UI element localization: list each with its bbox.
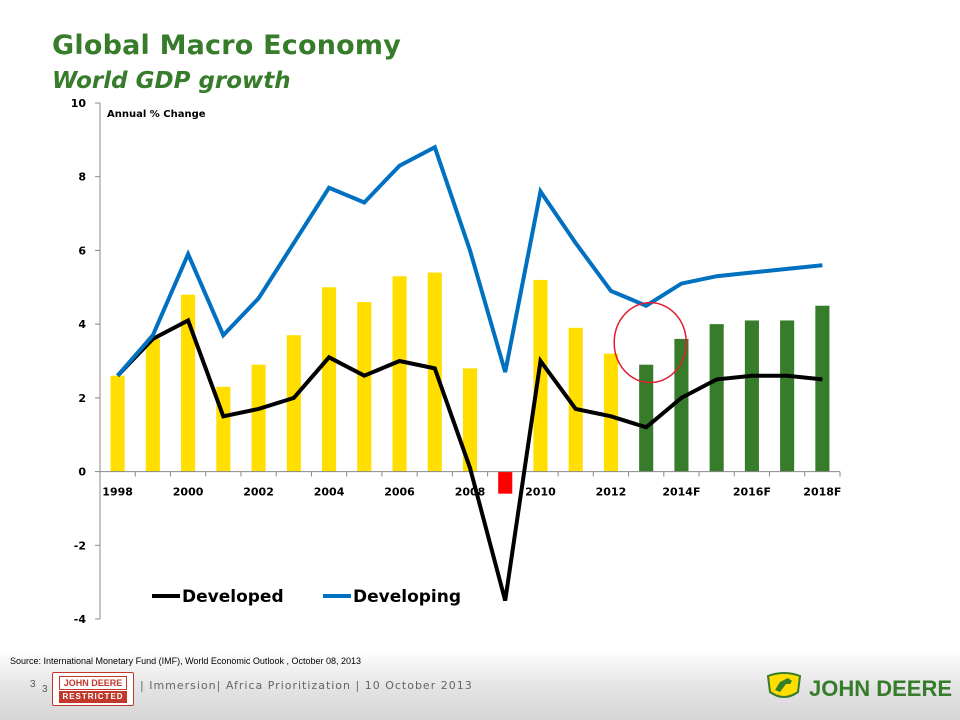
x-tick-label: 2004 xyxy=(314,486,345,499)
bar xyxy=(674,338,689,472)
badge-brand-text: JOHN DEERE xyxy=(59,676,127,690)
source-note: Source: International Monetary Fund (IMF… xyxy=(10,656,361,666)
restricted-badge: JOHN DEERE RESTRICTED xyxy=(52,672,134,706)
page-subtitle: World GDP growth xyxy=(52,68,291,94)
x-tick-label: 2010 xyxy=(525,486,556,499)
bar xyxy=(357,302,372,472)
y-tick-label: 8 xyxy=(78,171,86,184)
series-line-developing xyxy=(116,144,823,378)
gdp-growth-chart: -4 -2 0 2 4 6 8 10 Annual % Change 1998 2000 2002 20… xyxy=(71,97,842,626)
bar xyxy=(251,364,266,472)
x-tick-label: 2006 xyxy=(384,486,415,499)
y-tick-label: 6 xyxy=(78,244,86,257)
x-tick-label: 2008 xyxy=(455,486,486,499)
legend-label: Developing xyxy=(353,587,461,607)
legend-label: Developed xyxy=(182,587,284,607)
page-title: Global Macro Economy xyxy=(52,30,402,61)
deer-logo-icon xyxy=(766,672,802,698)
x-tick-label: 2016F xyxy=(733,486,771,499)
badge-restricted-text: RESTRICTED xyxy=(59,691,127,703)
y-tick-label: 4 xyxy=(78,318,86,331)
page-number-overlay: 3 xyxy=(42,684,48,695)
y-tick-label: 0 xyxy=(78,466,86,479)
bar xyxy=(533,279,548,472)
bar xyxy=(462,368,478,472)
y-tick-label: 2 xyxy=(78,392,86,405)
y-unit-label: Annual % Change xyxy=(107,109,206,120)
highlight-circle xyxy=(613,301,687,384)
footer-text: | Immersion| Africa Prioritization | 10 … xyxy=(140,679,473,692)
y-tick-label: -4 xyxy=(74,613,87,626)
bar xyxy=(744,320,759,472)
x-tick-label: 1998 xyxy=(102,486,133,499)
page-number: 3 xyxy=(30,679,36,690)
x-tick-label: 2000 xyxy=(173,486,204,499)
bar xyxy=(639,364,654,472)
x-tick-label: 2014F xyxy=(662,486,700,499)
x-tick-label: 2012 xyxy=(596,486,627,499)
x-tick-label: 2018F xyxy=(803,486,841,499)
bar xyxy=(286,335,301,472)
y-tick-label: -2 xyxy=(74,539,86,552)
bar xyxy=(498,471,513,494)
y-tick-label: 10 xyxy=(71,97,87,110)
bar xyxy=(603,353,618,472)
bar xyxy=(145,338,160,472)
bar xyxy=(392,276,407,472)
series-line-developed xyxy=(116,317,823,602)
bar xyxy=(568,327,583,472)
bar xyxy=(110,375,125,472)
bar xyxy=(815,305,830,472)
footer-band xyxy=(0,650,960,720)
bar xyxy=(709,324,724,472)
bar xyxy=(181,294,196,472)
bar xyxy=(780,320,795,472)
bar xyxy=(322,287,337,472)
x-tick-label: 2002 xyxy=(243,486,274,499)
brand-logo-text: JOHN DEERE xyxy=(809,676,953,701)
